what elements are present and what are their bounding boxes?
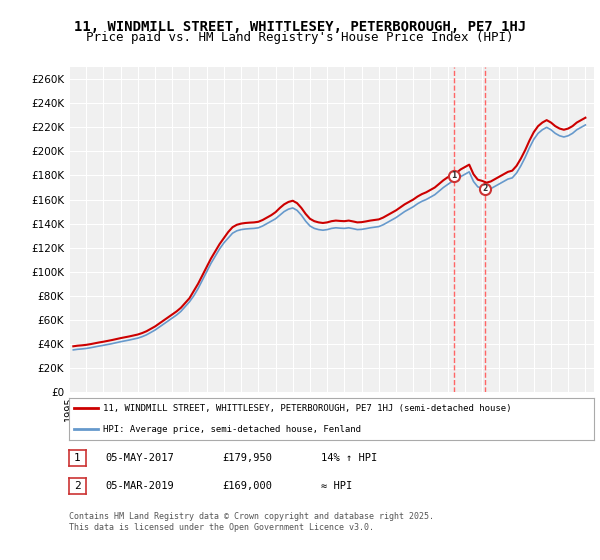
Text: 05-MAR-2019: 05-MAR-2019 <box>105 480 174 491</box>
Text: 2: 2 <box>482 184 488 193</box>
Text: Contains HM Land Registry data © Crown copyright and database right 2025.
This d: Contains HM Land Registry data © Crown c… <box>69 512 434 532</box>
Text: 05-MAY-2017: 05-MAY-2017 <box>105 452 174 463</box>
Text: 11, WINDMILL STREET, WHITTLESEY, PETERBOROUGH, PE7 1HJ: 11, WINDMILL STREET, WHITTLESEY, PETERBO… <box>74 20 526 34</box>
Text: HPI: Average price, semi-detached house, Fenland: HPI: Average price, semi-detached house,… <box>103 424 361 433</box>
Text: Price paid vs. HM Land Registry's House Price Index (HPI): Price paid vs. HM Land Registry's House … <box>86 31 514 44</box>
Text: ≈ HPI: ≈ HPI <box>321 480 352 491</box>
Text: 1: 1 <box>74 453 81 463</box>
Text: £169,000: £169,000 <box>222 480 272 491</box>
Text: 2: 2 <box>74 481 81 491</box>
Text: 11, WINDMILL STREET, WHITTLESEY, PETERBOROUGH, PE7 1HJ (semi-detached house): 11, WINDMILL STREET, WHITTLESEY, PETERBO… <box>103 404 512 413</box>
Text: 1: 1 <box>451 171 457 180</box>
Text: £179,950: £179,950 <box>222 452 272 463</box>
Text: 14% ↑ HPI: 14% ↑ HPI <box>321 452 377 463</box>
